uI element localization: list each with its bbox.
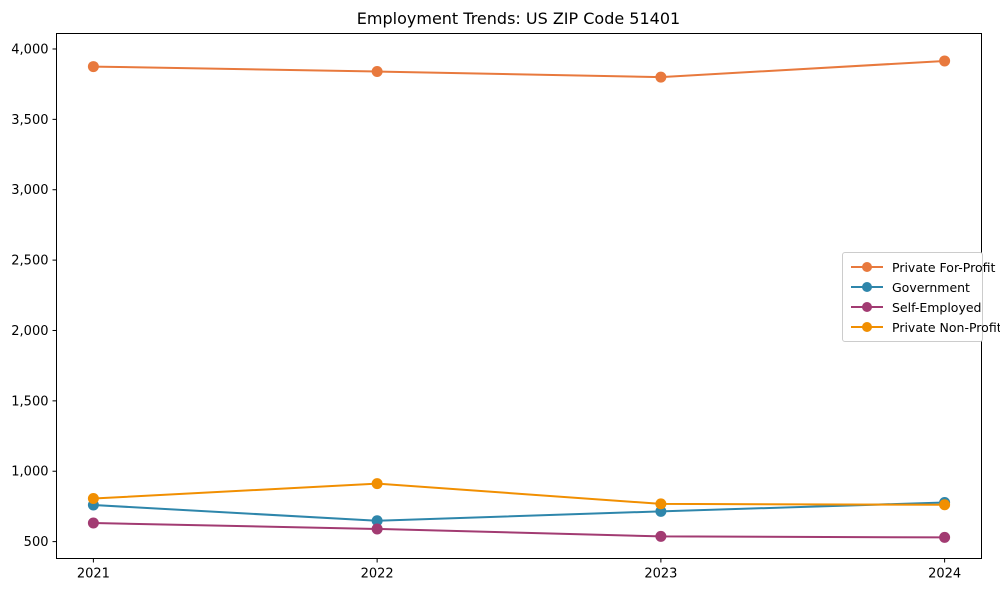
x-axis-tick-label: 2023	[644, 567, 677, 582]
legend-label: Private Non-Profit	[892, 319, 1000, 335]
series-line-government	[92, 501, 946, 522]
legend-item-government: Government	[850, 278, 976, 296]
x-axis-tick-label: 2024	[928, 567, 961, 582]
legend-label: Government	[892, 279, 970, 295]
y-axis-tick-label: 500	[24, 535, 49, 550]
data-point-self-employed	[655, 530, 667, 542]
data-point-private-non-profit	[371, 478, 383, 490]
y-axis-tick-label: 1,000	[11, 465, 48, 480]
legend-item-private-for-profit: Private For-Profit	[850, 258, 995, 276]
data-point-private-non-profit	[939, 499, 951, 511]
legend-item-self-employed: Self-Employed	[850, 298, 981, 316]
series-line-self-employed	[92, 522, 946, 539]
data-point-self-employed	[371, 523, 383, 535]
y-axis-tick-label: 2,500	[11, 254, 48, 269]
legend-label: Private For-Profit	[892, 259, 996, 275]
data-point-private-for-profit	[655, 71, 667, 83]
legend-marker-icon	[851, 302, 883, 312]
chart-title: Employment Trends: US ZIP Code 51401	[356, 9, 681, 28]
data-point-government	[371, 515, 383, 527]
y-axis-tick-label: 2,000	[11, 324, 48, 339]
data-point-private-non-profit	[655, 498, 667, 510]
data-point-self-employed	[87, 517, 99, 529]
legend-marker-icon	[851, 322, 883, 332]
y-axis-tick-label: 3,500	[11, 113, 48, 128]
x-axis-tick-label: 2021	[77, 567, 110, 582]
legend-label: Self-Employed	[892, 299, 982, 315]
series-line-private-for-profit	[92, 59, 946, 79]
series-line-private-non-profit	[92, 482, 946, 506]
y-axis-tick-label: 3,000	[11, 183, 48, 198]
data-point-private-for-profit	[87, 61, 99, 73]
x-axis-tick-label: 2022	[361, 567, 394, 582]
legend-item-private-non-profit: Private Non-Profit	[850, 318, 1000, 336]
data-point-private-non-profit	[87, 493, 99, 505]
legend-marker-icon	[851, 262, 883, 272]
data-point-private-for-profit	[939, 55, 951, 67]
data-point-self-employed	[939, 531, 951, 543]
y-axis-tick-label: 1,500	[11, 394, 48, 409]
chart-legend: Private For-Profit Government Self-Employe…	[842, 252, 1000, 342]
y-axis-tick-label: 4,000	[11, 42, 48, 57]
data-point-private-for-profit	[371, 66, 383, 78]
legend-marker-icon	[851, 282, 883, 292]
